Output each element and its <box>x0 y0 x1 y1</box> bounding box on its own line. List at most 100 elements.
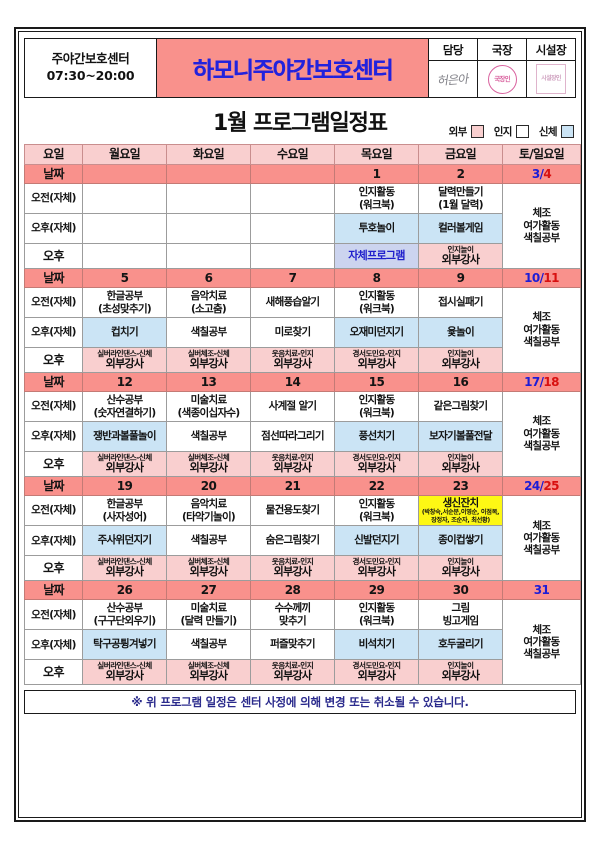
center-hours-value: 07:30~20:00 <box>46 68 135 83</box>
week-morning-row: 오전(자체) 한글공부 (초성맞추기) 음악치료 (소고춤) 새해풍습알기 인지활동 (워크북… <box>24 287 581 373</box>
row-label-date: 날짜 <box>24 580 83 601</box>
approval-column-director: 국장 국장인 <box>478 39 527 97</box>
program-text: 쟁반과볼풀놀이 <box>93 430 156 443</box>
schedule-table-head: 요일 월요일 화요일 수요일 목요일 금요일 토/일요일 <box>24 144 581 165</box>
weekend-program-line: 여가활동 <box>523 219 560 232</box>
program-text: 윷놀이 <box>447 326 475 339</box>
week-date-row: 날짜 26 27 28 29 30 31 <box>24 580 581 601</box>
date-separator: / <box>539 166 544 181</box>
weekend-program-line: 여가활동 <box>523 427 560 440</box>
weekend-date-cell: 17/18 <box>502 372 581 392</box>
program-cell-external: 실버체조-신체 외부강사 <box>166 347 251 373</box>
program-text: 색칠공부 <box>190 430 228 443</box>
external-program-name: 웃음치료-인지 <box>271 348 314 358</box>
center-hours-label: 주야간보호센터 <box>51 51 130 67</box>
saturday-date: 3 <box>531 166 540 181</box>
weekend-date-cell: 24/25 <box>502 476 581 496</box>
program-text: 물건용도찾기 <box>265 504 320 517</box>
external-program-name: 인지놀이 <box>447 452 474 462</box>
program-text: 미로찾기 <box>274 326 312 339</box>
program-text: 한글공부 (사자성어) <box>102 498 147 523</box>
program-cell-afternoon: 윷놀이 <box>418 317 503 348</box>
program-text: 인지활동 (워크북) <box>358 289 396 315</box>
saturday-date: 10 <box>524 270 540 285</box>
saturday-date: 17 <box>524 374 540 389</box>
approval-mark-manager: 허은아 <box>429 61 477 97</box>
program-cell-external: 인지놀이 외부강사 <box>418 451 503 477</box>
day-of-week-row: 요일 월요일 화요일 수요일 목요일 금요일 토/일요일 <box>24 144 581 165</box>
program-cell-morning: 수수께끼 맞추기 <box>250 599 335 631</box>
row-label-afternoon: 오후(자체) <box>24 525 83 557</box>
program-text: 풍선치기 <box>358 430 396 443</box>
program-cell-afternoon: 색칠공부 <box>166 317 251 348</box>
program-cell-afternoon: 풍선치기 <box>334 421 419 452</box>
program-cell-morning: 생신잔치 (박창숙,서순분,이영순, 이점복, 장정자, 조순자, 최선황) <box>418 494 503 527</box>
external-program-name: 웃음치료-인지 <box>271 556 314 566</box>
program-cell-morning: 인지활동 (워크북) <box>334 599 419 631</box>
date-cell: 2 <box>418 164 503 184</box>
program-cell-external: 웃음치료-인지 외부강사 <box>250 451 335 477</box>
date-cell: 1 <box>334 164 419 184</box>
external-program-name: 실버라인댄스-신체 <box>97 660 152 670</box>
program-cell-morning: 인지활동 (워크북) <box>334 287 419 318</box>
week-afternoon-row: 오후(자체) 쟁반과볼풀놀이 색칠공부 점선따라그리기 풍선치기 보자기볼풀전달 <box>24 421 581 452</box>
program-text: 보자기볼풀전달 <box>429 430 492 443</box>
date-cell <box>166 164 251 184</box>
date-separator: / <box>539 478 544 493</box>
program-cell-external: 경서도민요-인지 외부강사 <box>334 347 419 373</box>
external-instructor-label: 외부강사 <box>105 356 144 370</box>
row-label-external: 오후 <box>24 659 83 686</box>
weekend-date-cell: 3/4 <box>502 164 581 184</box>
program-text: 미술치료 (달력 만들기) <box>180 602 238 627</box>
program-cell-afternoon <box>250 213 335 244</box>
week-morning-row: 오전(자체) 산수공부 (구구단외우기) 미술치료 (달력 만들기) 수수께끼 맞추기 인지활… <box>24 599 581 686</box>
program-cell-morning: 달력만들기 (1월 달력) <box>418 183 503 214</box>
col-header-monday: 월요일 <box>82 144 167 165</box>
external-program-name: 경서도민요-인지 <box>352 556 401 566</box>
saturday-date: 24 <box>524 478 540 493</box>
program-cell-morning: 미술치료 (색종이십자수) <box>166 391 251 422</box>
row-label-morning: 오전(자체) <box>24 599 83 631</box>
program-cell-external: 자체프로그램 <box>334 243 419 269</box>
program-cell-morning <box>82 183 167 214</box>
external-instructor-label: 외부강사 <box>189 669 228 683</box>
external-program-name: 인지놀이 <box>447 556 474 566</box>
external-program-name: 실버라인댄스-신체 <box>97 452 152 462</box>
col-header-tuesday: 화요일 <box>166 144 251 165</box>
week-afternoon-row: 오후(자체) 탁구공튕겨넣기 색칠공부 퍼즐맞추기 비석치기 호두굴리기 <box>24 629 581 661</box>
program-text: 산수공부 (숫자연결하기) <box>93 393 157 419</box>
approval-column-facility-head: 시설장 시설장인 <box>527 39 575 97</box>
program-cell-afternoon: 색칠공부 <box>166 525 251 557</box>
header-band: 주야간보호센터 07:30~20:00 하모니주야간보호센터 담당 허은아 국장… <box>24 38 576 98</box>
footer-note-box: ※ 위 프로그램 일정은 센터 사정에 의해 변경 또는 취소될 수 있습니다. <box>24 690 576 715</box>
row-label-morning: 오전(자체) <box>24 287 83 318</box>
legend-swatch-external <box>470 125 484 138</box>
date-cell <box>250 164 335 184</box>
program-cell-external <box>166 243 251 269</box>
date-cell: 22 <box>334 476 419 496</box>
date-cell: 19 <box>82 476 167 496</box>
external-program-name: 실버라인댄스-신체 <box>97 348 152 358</box>
legend-label-physical: 신체 <box>538 126 558 138</box>
week-external-row: 오후 실버라인댄스-신체 외부강사 실버체조-신체 외부강사 웃음치료-인지 외부강사 경서도… <box>24 555 581 582</box>
weekend-program-line: 색칠공부 <box>523 648 560 661</box>
program-cell-afternoon: 색칠공부 <box>166 421 251 452</box>
page-title: 1월 프로그램일정표 <box>213 111 388 136</box>
footer-note-text: ※ 위 프로그램 일정은 센터 사정에 의해 변경 또는 취소될 수 있습니다. <box>131 695 469 710</box>
approval-stamp-block: 담당 허은아 국장 국장인 시설장 시설장인 <box>429 39 575 97</box>
row-label-external: 오후 <box>24 347 83 373</box>
program-text: 수수께끼 맞추기 <box>274 602 312 627</box>
center-name-text: 하모니주야간보호센터 <box>192 58 394 84</box>
schedule-table: 요일 월요일 화요일 수요일 목요일 금요일 토/일요일 날짜 1 2 3/4 오전(자… <box>24 144 581 686</box>
program-cell-afternoon: 색칠공부 <box>166 629 251 661</box>
program-cell-morning: 접시실패기 <box>418 287 503 318</box>
program-cell-afternoon <box>82 213 167 244</box>
program-text: 색칠공부 <box>190 534 228 547</box>
external-program-name: 인지놀이 <box>447 660 474 670</box>
program-cell-external: 경서도민요-인지 외부강사 <box>334 659 419 686</box>
external-program-name: 실버라인댄스-신체 <box>97 556 152 566</box>
external-instructor-label: 외부강사 <box>189 356 228 370</box>
program-text: 비석치기 <box>358 638 396 651</box>
program-cell-external: 웃음치료-인지 외부강사 <box>250 347 335 373</box>
